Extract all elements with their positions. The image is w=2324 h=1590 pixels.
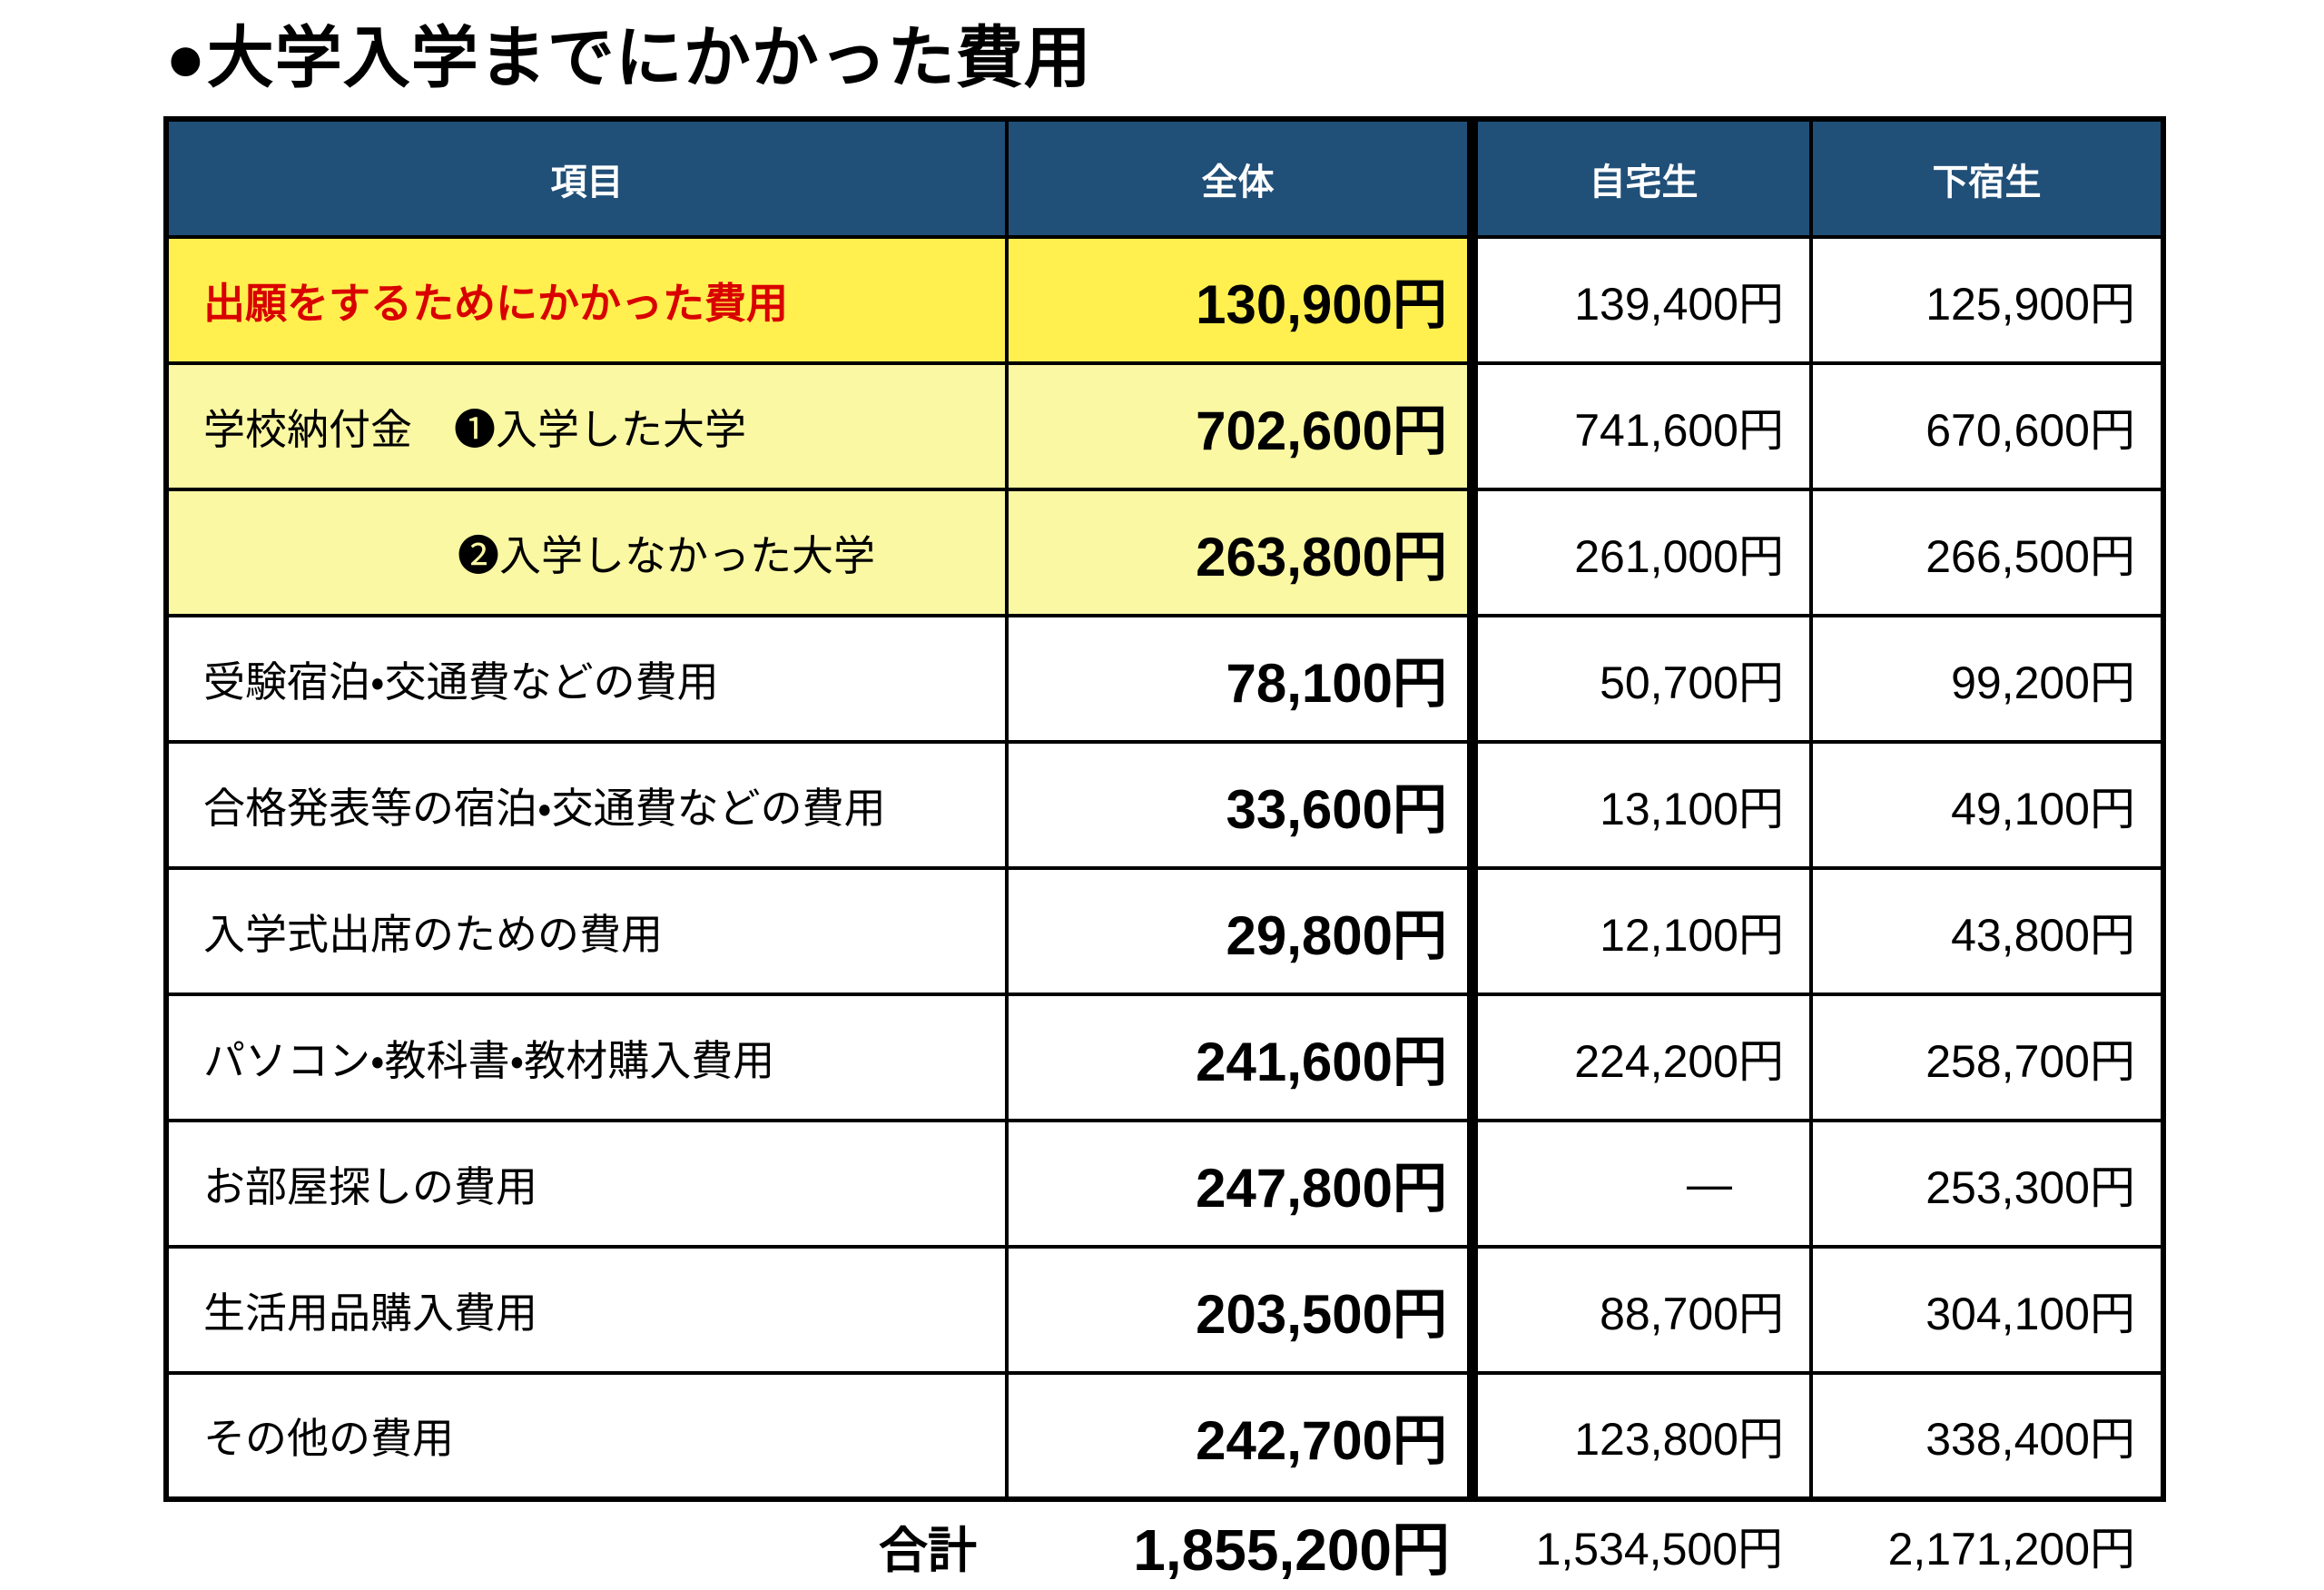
zentai-cell: 29,800円 [1005, 866, 1478, 996]
item-cell: 出願をするためにかかった費用 [164, 235, 1009, 365]
zentai-cell: 242,700円 [1005, 1371, 1478, 1501]
table-row: 学校納付金 ❶入学した大学 702,600円 741,600円 670,600円 [164, 361, 2165, 491]
totals-row: 合計 1,855,200円 1,534,500円 2,171,200円 [163, 1504, 2161, 1587]
item-cell: 生活用品購入費用 [164, 1245, 1009, 1375]
jitaku-cell: 50,700円 [1471, 614, 1813, 744]
item-cell: その他の費用 [164, 1371, 1009, 1501]
cost-table: 項目 全体 自宅生 下宿生 出願をするためにかかった費用 130,900円 139,… [163, 116, 2166, 1502]
table-row: パソコン・教科書・教材購入費用 241,600円 224,200円 258,700円 [164, 993, 2165, 1122]
jitaku-cell: 13,100円 [1471, 740, 1813, 870]
table-row: その他の費用 242,700円 123,800円 338,400円 [164, 1371, 2165, 1501]
table-row: 生活用品購入費用 203,500円 88,700円 304,100円 [164, 1245, 2165, 1375]
zentai-cell: 263,800円 [1005, 488, 1478, 617]
geshuku-cell: 253,300円 [1809, 1119, 2165, 1249]
jitaku-cell: 741,600円 [1471, 361, 1813, 491]
item-cell: ❷入学しなかった大学 [164, 488, 1009, 617]
page-title: ●大学入学までにかかった費用 [165, 20, 1092, 95]
zentai-cell: 702,600円 [1005, 361, 1478, 491]
cost-table-body: 出願をするためにかかった費用 130,900円 139,400円 125,900円 学校… [164, 235, 2165, 1501]
total-zentai: 1,855,200円 [1133, 1517, 1450, 1583]
item-cell: お部屋探しの費用 [164, 1119, 1009, 1249]
zentai-cell: 241,600円 [1005, 993, 1478, 1122]
table-row: ❷入学しなかった大学 263,800円 261,000円 266,500円 [164, 488, 2165, 617]
table-row: 出願をするためにかかった費用 130,900円 139,400円 125,900円 [164, 235, 2165, 365]
geshuku-cell: 99,200円 [1809, 614, 2165, 744]
zentai-cell: 247,800円 [1005, 1119, 1478, 1249]
geshuku-cell: 304,100円 [1809, 1245, 2165, 1375]
col-header-zentai: 全体 [1005, 117, 1478, 239]
item-cell: 受験宿泊・交通費などの費用 [164, 614, 1009, 744]
total-label: 合計 [879, 1523, 977, 1578]
table-row: 入学式出席のための費用 29,800円 12,100円 43,800円 [164, 866, 2165, 996]
geshuku-cell: 670,600円 [1809, 361, 2165, 491]
geshuku-cell: 43,800円 [1809, 866, 2165, 996]
zentai-cell: 33,600円 [1005, 740, 1478, 870]
header-row: 項目 全体 自宅生 下宿生 [164, 117, 2165, 239]
total-jitaku: 1,534,500円 [1535, 1524, 1783, 1575]
item-cell: パソコン・教科書・教材購入費用 [164, 993, 1009, 1122]
jitaku-cell: 139,400円 [1471, 235, 1813, 365]
geshuku-cell: 125,900円 [1809, 235, 2165, 365]
zentai-cell: 203,500円 [1005, 1245, 1478, 1375]
jitaku-cell: 261,000円 [1471, 488, 1813, 617]
table-row: 合格発表等の宿泊・交通費などの費用 33,600円 13,100円 49,100円 [164, 740, 2165, 870]
geshuku-cell: 338,400円 [1809, 1371, 2165, 1501]
item-cell: 学校納付金 ❶入学した大学 [164, 361, 1009, 491]
item-cell: 合格発表等の宿泊・交通費などの費用 [164, 740, 1009, 870]
item-cell: 入学式出席のための費用 [164, 866, 1009, 996]
table-row: 受験宿泊・交通費などの費用 78,100円 50,700円 99,200円 [164, 614, 2165, 744]
zentai-cell: 78,100円 [1005, 614, 1478, 744]
col-header-geshuku: 下宿生 [1809, 117, 2165, 239]
geshuku-cell: 258,700円 [1809, 993, 2165, 1122]
jitaku-cell: — [1471, 1119, 1813, 1249]
geshuku-cell: 266,500円 [1809, 488, 2165, 617]
zentai-cell: 130,900円 [1005, 235, 1478, 365]
jitaku-cell: 88,700円 [1471, 1245, 1813, 1375]
table-row: お部屋探しの費用 247,800円 —253,300円 [164, 1119, 2165, 1249]
jitaku-cell: 12,100円 [1471, 866, 1813, 996]
jitaku-cell: 123,800円 [1471, 1371, 1813, 1501]
total-geshuku: 2,171,200円 [1887, 1524, 2135, 1575]
col-header-jitaku: 自宅生 [1471, 117, 1813, 239]
geshuku-cell: 49,100円 [1809, 740, 2165, 870]
col-header-item: 項目 [164, 117, 1009, 239]
jitaku-cell: 224,200円 [1471, 993, 1813, 1122]
